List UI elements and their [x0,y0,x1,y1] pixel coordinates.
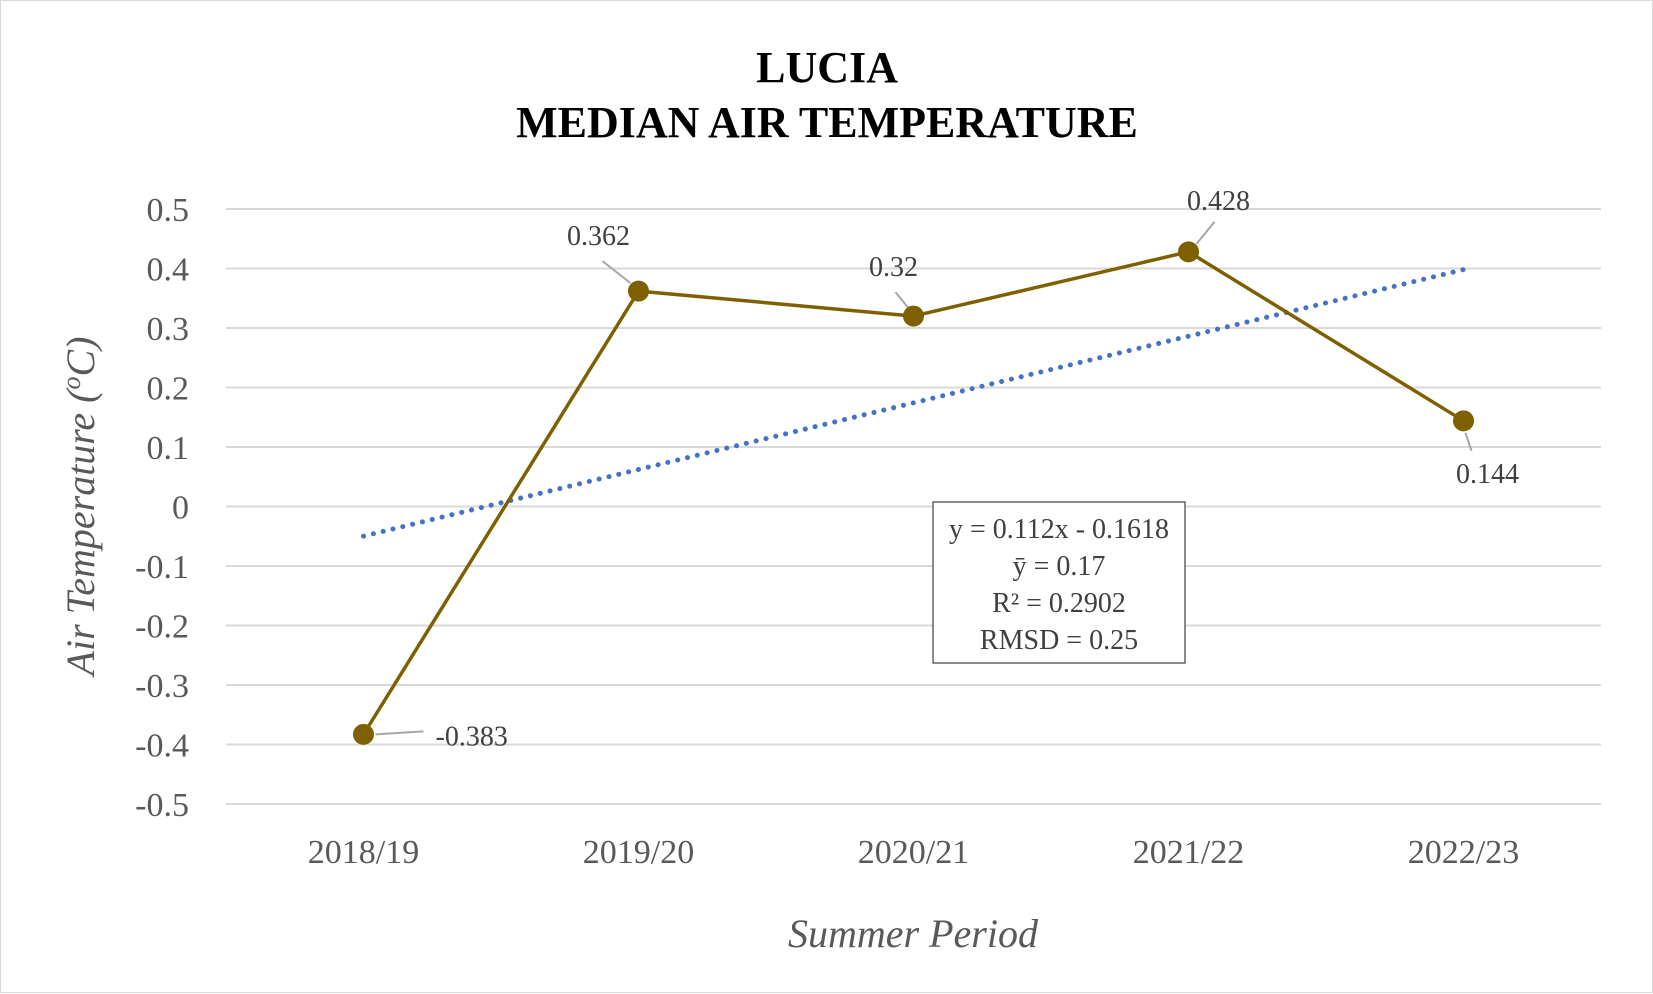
trendline [361,267,1466,539]
y-axis-title-suffix: C) [58,337,103,377]
data-point [903,305,924,327]
data-label-leader [1464,432,1473,452]
chart-title-line-1: LUCIA [756,43,898,92]
y-axis-tick-labels: 0.5 0.4 0.3 0.2 0.1 0 -0.1 -0.2 -0.3 -0.4 -0.5 [135,192,189,824]
y-tick-label: -0.4 [135,728,189,765]
y-tick-label: -0.2 [135,609,189,646]
x-tick-label: 2020/21 [858,834,969,871]
trendline-equation-box: y = 0.112x - 0.1618 ȳ = 0.17 R² = 0.2902… [932,501,1186,664]
y-axis-title-prefix: Air Temperature ( [58,387,103,679]
y-tick-label: -0.5 [135,787,189,824]
y-tick-label: 0.2 [147,371,190,408]
data-label: 0.428 [1187,186,1250,217]
mean-line: ȳ = 0.17 [1013,551,1106,582]
r-squared-line: R² = 0.2902 [992,588,1126,619]
y-tick-label: 0.3 [147,311,190,348]
equation-box-frame [932,501,1186,664]
chart-title-line-2: MEDIAN AIR TEMPERATURE [516,98,1138,147]
data-label-leader [894,291,910,309]
data-label-leaders [375,221,1473,736]
x-axis-title: Summer Period [788,911,1039,956]
x-tick-label: 2022/23 [1408,834,1519,871]
data-label-leader [1195,221,1216,245]
y-tick-label: 0.1 [147,430,190,467]
data-label: 0.144 [1456,459,1519,490]
equation-line: y = 0.112x - 0.1618 [949,514,1169,545]
y-axis-title-degree: o [57,377,86,390]
data-point [1453,410,1474,432]
y-tick-label: -0.3 [135,668,189,705]
data-point [353,723,374,745]
chart-title: LUCIA MEDIAN AIR TEMPERATURE [516,43,1138,147]
rmsd-line: RMSD = 0.25 [980,625,1138,656]
data-point [1178,241,1199,263]
trendline-path [361,267,1466,539]
data-label: -0.383 [436,721,508,752]
x-tick-label: 2018/19 [308,834,419,871]
data-label-leader [375,730,424,736]
y-tick-label: 0.4 [147,252,190,289]
y-tick-label: 0.5 [147,192,190,229]
x-tick-label: 2021/22 [1133,834,1244,871]
y-axis-title: Air Temperature (oC) [57,337,103,679]
data-label: 0.362 [567,221,630,252]
y-tick-label: -0.1 [135,549,189,586]
data-points [353,241,1474,745]
x-tick-label: 2019/20 [583,834,694,871]
gridlines [226,208,1601,805]
y-tick-label: 0 [172,490,189,527]
data-label-leader [601,260,632,284]
data-labels: -0.383 0.362 0.32 0.428 0.144 [436,186,1520,753]
x-axis-tick-labels: 2018/19 2019/20 2020/21 2021/22 2022/23 [308,834,1519,871]
data-label: 0.32 [869,252,918,283]
data-point [628,280,649,302]
